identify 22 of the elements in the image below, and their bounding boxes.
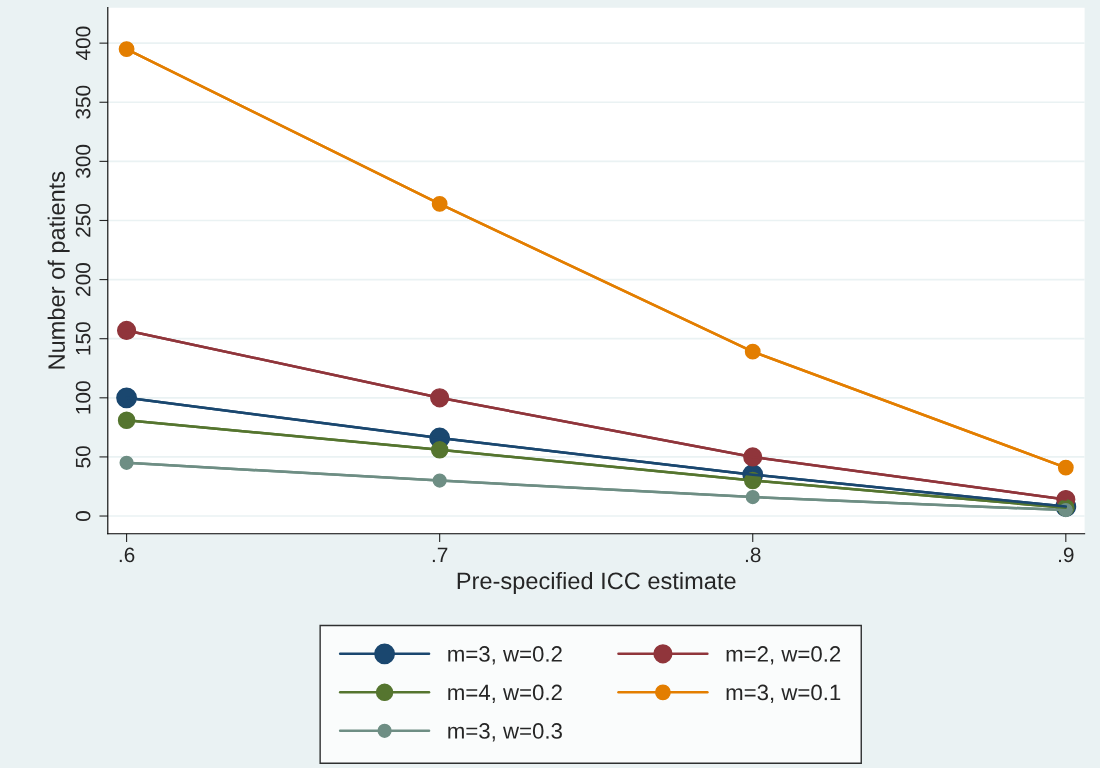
y-axis-title: Number of patients: [47, 171, 70, 369]
legend-label: m=3, w=0.3: [448, 723, 562, 742]
y-tick-label: 50: [75, 446, 91, 468]
point: [116, 387, 138, 409]
y-tick-label: 350: [75, 85, 91, 119]
y-tick-label: 150: [75, 322, 91, 355]
point: [117, 320, 137, 341]
y-tick-label: 250: [75, 203, 91, 237]
y-tick-label: 0: [75, 511, 91, 522]
x-tick-label: .6: [119, 547, 135, 563]
y-tick-label: 400: [75, 26, 91, 61]
x-tick-label: .7: [432, 547, 448, 563]
legend-label: m=3, w=0.1: [726, 684, 841, 703]
x-tick-label: .8: [745, 547, 761, 563]
y-tick-label: 200: [75, 263, 91, 296]
x-axis-title: Pre-specified ICC estimate: [457, 571, 736, 594]
y-tick-label: 300: [75, 144, 91, 178]
x-tick-label: .9: [1059, 547, 1074, 563]
legend-label: m=4, w=0.2: [448, 684, 562, 703]
legend-label: m=2, w=0.2: [726, 646, 841, 665]
y-tick-label: 100: [75, 381, 91, 414]
legend-label: m=3, w=0.2: [448, 646, 562, 665]
